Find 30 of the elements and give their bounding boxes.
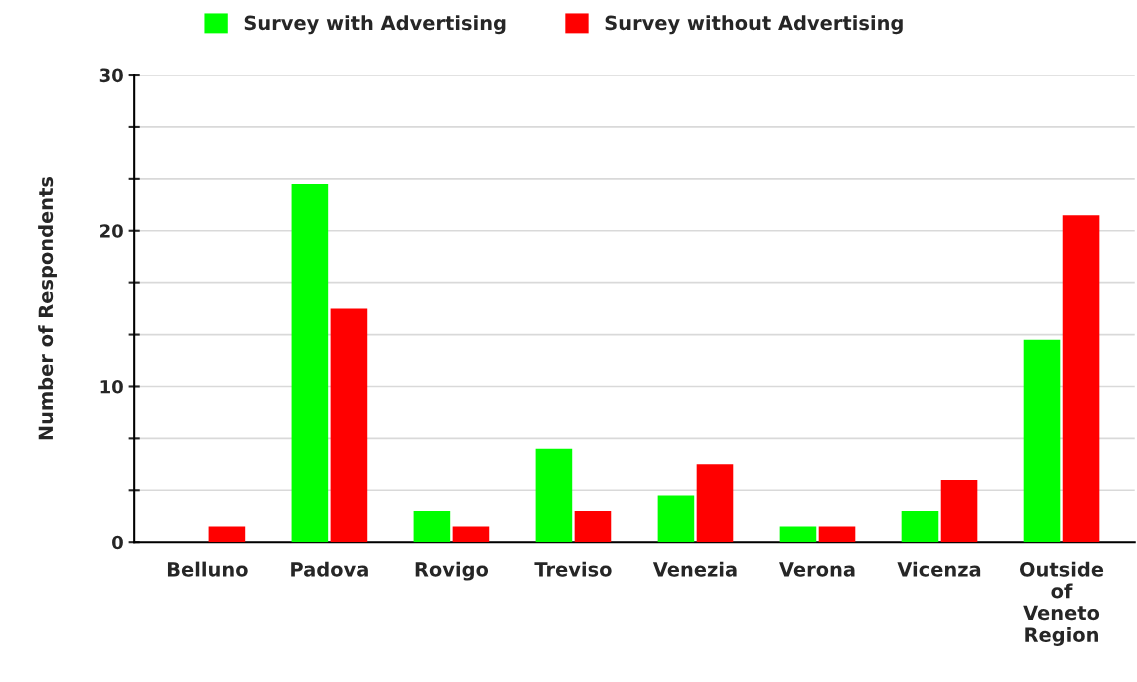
bar [1023,339,1061,543]
x-tick-label: Venezia [652,561,737,577]
bar [452,526,490,543]
y-tick-label: 10 [100,379,123,394]
y-axis-title: Number of Respondents [38,176,57,440]
x-tick-label: Padova [291,561,368,577]
legend-label: Survey with Advertising [244,15,506,35]
bar [657,495,695,543]
x-tick-label: Belluno [167,561,248,577]
x-tick-label: Treviso [534,561,612,577]
bar [1062,215,1100,543]
x-tick-label: Rovigo [415,561,489,581]
y-tick-label: 30 [99,68,123,83]
legend-label: Survey without Advertising [605,15,903,35]
bar [413,511,451,543]
bar [330,308,368,543]
bar [574,511,612,543]
bar [779,526,817,543]
bar [535,448,573,543]
y-tick-label: 0 [112,535,123,550]
bar [208,526,246,543]
x-tick-label: Vicenza [897,561,981,577]
bar [818,526,856,543]
bar [940,479,978,543]
x-tick-label: Verona [779,562,855,577]
bar [901,511,939,543]
y-tick-label: 20 [100,224,123,238]
x-tick-label: Outside of Veneto Region [1019,561,1104,646]
bar [291,184,329,543]
bar [696,464,734,543]
